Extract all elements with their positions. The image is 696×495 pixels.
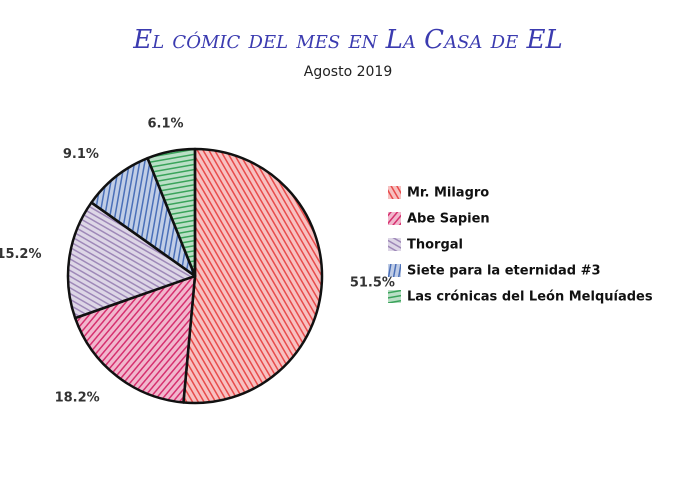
data-label: 15.2% bbox=[0, 247, 42, 262]
data-label: 18.2% bbox=[55, 391, 100, 406]
legend-label: Abe Sapien bbox=[407, 212, 490, 227]
pie-slice bbox=[146, 147, 197, 278]
legend-label: Thorgal bbox=[407, 238, 463, 253]
legend-label: Siete para la eternidad #3 bbox=[407, 264, 601, 279]
chart-title: El cómic del mes en La Casa de EL bbox=[132, 25, 563, 55]
data-label: 51.5% bbox=[350, 276, 395, 291]
legend-swatch bbox=[388, 186, 401, 199]
chart-subtitle: Agosto 2019 bbox=[304, 64, 392, 80]
legend-label: Las crónicas del León Melquíades bbox=[407, 290, 653, 305]
data-label: 6.1% bbox=[147, 116, 183, 131]
legend-label: Mr. Milagro bbox=[407, 186, 489, 201]
data-label: 9.1% bbox=[63, 147, 99, 162]
pie-slice bbox=[66, 201, 197, 320]
legend-swatch bbox=[388, 290, 401, 303]
legend-swatch bbox=[388, 264, 401, 277]
legend-swatch bbox=[388, 212, 401, 225]
legend-swatch bbox=[388, 238, 401, 251]
pie-slice bbox=[182, 147, 324, 405]
